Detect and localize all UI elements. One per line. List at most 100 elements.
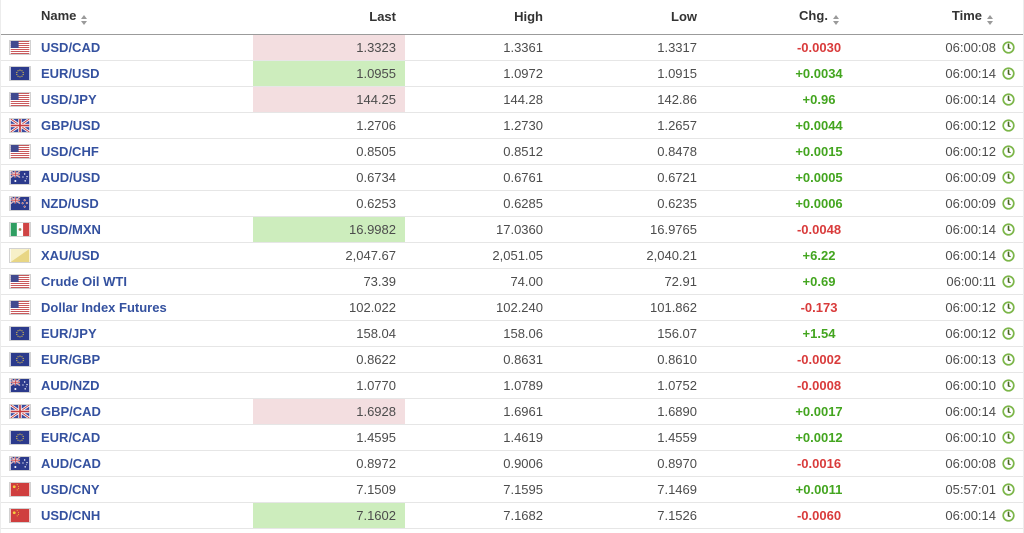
time-value: 06:00:14 bbox=[945, 92, 996, 108]
high-cell: 102.240 bbox=[405, 294, 547, 321]
pair-link[interactable]: USD/MXN bbox=[41, 222, 101, 238]
pair-link[interactable]: AUD/CAD bbox=[41, 456, 101, 472]
last-cell: 73.39 bbox=[253, 268, 405, 295]
chg-cell: +0.0044 bbox=[701, 112, 871, 139]
quote-row[interactable]: USD/CAD 1.3323 1.3361 1.3317 -0.0030 06:… bbox=[1, 34, 1023, 61]
us-flag-icon bbox=[9, 92, 31, 108]
pair-link[interactable]: USD/CHF bbox=[41, 144, 99, 160]
quote-row[interactable]: NZD/USD 0.6253 0.6285 0.6235 +0.0006 06:… bbox=[1, 190, 1023, 217]
name-cell: GBP/CAD bbox=[1, 398, 253, 425]
chg-cell: +0.96 bbox=[701, 86, 871, 113]
pair-link[interactable]: EUR/JPY bbox=[41, 326, 97, 342]
quote-row[interactable]: USD/JPY 144.25 144.28 142.86 +0.96 06:00… bbox=[1, 86, 1023, 113]
name-cell: XAU/USD bbox=[1, 242, 253, 269]
high-cell: 0.6285 bbox=[405, 190, 547, 217]
eu-flag-icon bbox=[9, 326, 31, 342]
col-header-low: Low bbox=[547, 0, 701, 35]
quote-row[interactable]: EUR/CAD 1.4595 1.4619 1.4559 +0.0012 06:… bbox=[1, 424, 1023, 451]
high-cell: 1.3361 bbox=[405, 34, 547, 61]
high-cell: 7.1595 bbox=[405, 476, 547, 503]
clock-icon bbox=[1002, 457, 1015, 470]
last-cell: 7.1602 bbox=[253, 502, 405, 529]
high-cell: 0.9006 bbox=[405, 450, 547, 477]
col-header-time[interactable]: Time bbox=[871, 0, 1023, 35]
clock-icon bbox=[1002, 249, 1015, 262]
clock-icon bbox=[1002, 197, 1015, 210]
time-value: 06:00:14 bbox=[945, 404, 996, 420]
name-cell: EUR/CAD bbox=[1, 424, 253, 451]
name-cell: AUD/NZD bbox=[1, 372, 253, 399]
quote-row[interactable]: AUD/USD 0.6734 0.6761 0.6721 +0.0005 06:… bbox=[1, 164, 1023, 191]
col-header-chg[interactable]: Chg. bbox=[701, 0, 871, 35]
pair-link[interactable]: AUD/NZD bbox=[41, 378, 100, 394]
sort-arrows-icon[interactable] bbox=[987, 15, 993, 26]
quote-row[interactable]: USD/CNY 7.1509 7.1595 7.1469 +0.0011 05:… bbox=[1, 476, 1023, 503]
low-cell: 101.862 bbox=[547, 294, 701, 321]
sort-arrows-icon[interactable] bbox=[832, 15, 839, 26]
quote-row[interactable]: EUR/USD 1.0955 1.0972 1.0915 +0.0034 06:… bbox=[1, 60, 1023, 87]
last-cell: 0.6734 bbox=[253, 164, 405, 191]
time-cell: 06:00:10 bbox=[871, 424, 1023, 451]
quote-row[interactable]: XAU/USD 2,047.67 2,051.05 2,040.21 +6.22… bbox=[1, 242, 1023, 269]
pair-link[interactable]: NZD/USD bbox=[41, 196, 99, 212]
us-flag-icon bbox=[9, 144, 31, 160]
name-cell: EUR/GBP bbox=[1, 346, 253, 373]
time-value: 06:00:13 bbox=[945, 352, 996, 368]
pair-link[interactable]: USD/CNH bbox=[41, 508, 101, 524]
gold-flag-icon bbox=[9, 248, 31, 264]
pair-link[interactable]: EUR/GBP bbox=[41, 352, 101, 368]
quote-row[interactable]: AUD/NZD 1.0770 1.0789 1.0752 -0.0008 06:… bbox=[1, 372, 1023, 399]
col-header-high-label: High bbox=[514, 9, 543, 25]
clock-icon bbox=[1002, 379, 1015, 392]
pair-link[interactable]: USD/CAD bbox=[41, 40, 101, 56]
quote-row[interactable]: USD/CNH 7.1602 7.1682 7.1526 -0.0060 06:… bbox=[1, 502, 1023, 529]
low-cell: 156.07 bbox=[547, 320, 701, 347]
sort-arrows-icon[interactable] bbox=[81, 15, 88, 26]
pair-link[interactable]: EUR/USD bbox=[41, 66, 100, 82]
clock-icon bbox=[1002, 353, 1015, 366]
chg-cell: +0.0017 bbox=[701, 398, 871, 425]
pair-link[interactable]: XAU/USD bbox=[41, 248, 100, 264]
time-cell: 06:00:14 bbox=[871, 86, 1023, 113]
quote-row[interactable]: Dollar Index Futures 102.022 102.240 101… bbox=[1, 294, 1023, 321]
quote-row[interactable]: USD/CHF 0.8505 0.8512 0.8478 +0.0015 06:… bbox=[1, 138, 1023, 165]
quotes-table-body: USD/CAD 1.3323 1.3361 1.3317 -0.0030 06:… bbox=[1, 34, 1023, 529]
time-value: 06:00:09 bbox=[945, 170, 996, 186]
clock-icon bbox=[1002, 119, 1015, 132]
time-cell: 06:00:12 bbox=[871, 138, 1023, 165]
quote-row[interactable]: Crude Oil WTI 73.39 74.00 72.91 +0.69 06… bbox=[1, 268, 1023, 295]
pair-link[interactable]: AUD/USD bbox=[41, 170, 101, 186]
low-cell: 0.6235 bbox=[547, 190, 701, 217]
pair-link[interactable]: Dollar Index Futures bbox=[41, 300, 167, 316]
clock-icon bbox=[1002, 41, 1015, 54]
pair-link[interactable]: USD/CNY bbox=[41, 482, 100, 498]
pair-link[interactable]: Crude Oil WTI bbox=[41, 274, 127, 290]
high-cell: 158.06 bbox=[405, 320, 547, 347]
high-cell: 74.00 bbox=[405, 268, 547, 295]
quote-row[interactable]: AUD/CAD 0.8972 0.9006 0.8970 -0.0016 06:… bbox=[1, 450, 1023, 477]
low-cell: 0.8970 bbox=[547, 450, 701, 477]
quote-row[interactable]: EUR/JPY 158.04 158.06 156.07 +1.54 06:00… bbox=[1, 320, 1023, 347]
low-cell: 1.0915 bbox=[547, 60, 701, 87]
time-value: 06:00:12 bbox=[945, 144, 996, 160]
quote-row[interactable]: GBP/USD 1.2706 1.2730 1.2657 +0.0044 06:… bbox=[1, 112, 1023, 139]
time-value: 06:00:14 bbox=[945, 508, 996, 524]
high-cell: 0.8631 bbox=[405, 346, 547, 373]
clock-icon bbox=[1002, 93, 1015, 106]
chg-cell: +0.0006 bbox=[701, 190, 871, 217]
pair-link[interactable]: GBP/USD bbox=[41, 118, 101, 134]
col-header-name[interactable]: Name bbox=[1, 0, 253, 35]
col-header-last: Last bbox=[253, 0, 405, 35]
pair-link[interactable]: EUR/CAD bbox=[41, 430, 101, 446]
pair-link[interactable]: USD/JPY bbox=[41, 92, 97, 108]
name-cell: NZD/USD bbox=[1, 190, 253, 217]
pair-link[interactable]: GBP/CAD bbox=[41, 404, 101, 420]
eu-flag-icon bbox=[9, 430, 31, 446]
uk-flag-icon bbox=[9, 404, 31, 420]
quote-row[interactable]: EUR/GBP 0.8622 0.8631 0.8610 -0.0002 06:… bbox=[1, 346, 1023, 373]
quote-row[interactable]: USD/MXN 16.9982 17.0360 16.9765 -0.0048 … bbox=[1, 216, 1023, 243]
time-cell: 06:00:14 bbox=[871, 216, 1023, 243]
quote-row[interactable]: GBP/CAD 1.6928 1.6961 1.6890 +0.0017 06:… bbox=[1, 398, 1023, 425]
chg-cell: +0.0034 bbox=[701, 60, 871, 87]
